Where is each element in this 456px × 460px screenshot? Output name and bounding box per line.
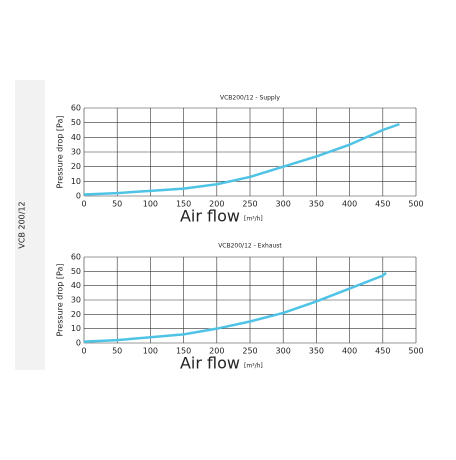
x-tick-label: 0 <box>81 200 86 209</box>
x-tick-label: 400 <box>342 347 357 356</box>
chart-title: VCB200/12 - Exhaust <box>218 243 282 250</box>
x-tick-label: 350 <box>309 200 324 209</box>
y-tick-label: 0 <box>76 339 81 348</box>
sidebar <box>15 80 45 370</box>
y-tick-label: 50 <box>71 267 81 276</box>
y-tick-label: 40 <box>71 281 81 290</box>
y-tick-label: 20 <box>71 162 81 171</box>
y-tick-label: 10 <box>71 177 81 186</box>
x-tick-label: 50 <box>112 347 122 356</box>
x-tick-label: 150 <box>176 347 191 356</box>
x-tick-label: 200 <box>209 200 224 209</box>
x-tick-label: 450 <box>375 347 390 356</box>
x-tick-label: 400 <box>342 200 357 209</box>
x-tick-label: 150 <box>176 200 191 209</box>
x-tick-label: 500 <box>408 347 423 356</box>
x-tick-label: 0 <box>81 347 86 356</box>
x-tick-label: 50 <box>112 200 122 209</box>
x-tick-label: 250 <box>242 347 257 356</box>
x-tick-label: 500 <box>408 200 423 209</box>
line-series <box>83 122 400 196</box>
x-tick-label: 300 <box>276 347 291 356</box>
y-axis-label: Pressure drop [Pa] <box>56 115 65 188</box>
x-tick-label: 450 <box>375 200 390 209</box>
x-tick-label: 250 <box>242 200 257 209</box>
y-tick-label: 30 <box>71 148 81 157</box>
y-tick-label: 0 <box>76 192 81 201</box>
x-tick-label: 300 <box>276 200 291 209</box>
y-tick-label: 30 <box>71 296 81 305</box>
x-tick-label: 100 <box>143 347 158 356</box>
y-tick-label: 10 <box>71 324 81 333</box>
x-axis-unit: [m³/h] <box>244 216 263 223</box>
y-axis-label: Pressure drop [Pa] <box>56 263 65 336</box>
y-tick-label: 50 <box>71 118 81 127</box>
y-tick-label: 40 <box>71 133 81 142</box>
x-tick-label: 350 <box>309 347 324 356</box>
line-series <box>83 271 387 343</box>
x-tick-label: 100 <box>143 200 158 209</box>
sidebar-label: VCB 200/12 <box>18 201 27 248</box>
y-tick-label: 60 <box>71 104 81 113</box>
x-axis-unit: [m³/h] <box>244 363 263 370</box>
x-axis-label: Air flow <box>180 207 240 226</box>
y-tick-label: 20 <box>71 310 81 319</box>
chart-title: VCB200/12 - Supply <box>220 95 280 102</box>
y-tick-label: 60 <box>71 253 81 262</box>
x-axis-label: Air flow <box>180 354 240 373</box>
x-tick-label: 200 <box>209 347 224 356</box>
